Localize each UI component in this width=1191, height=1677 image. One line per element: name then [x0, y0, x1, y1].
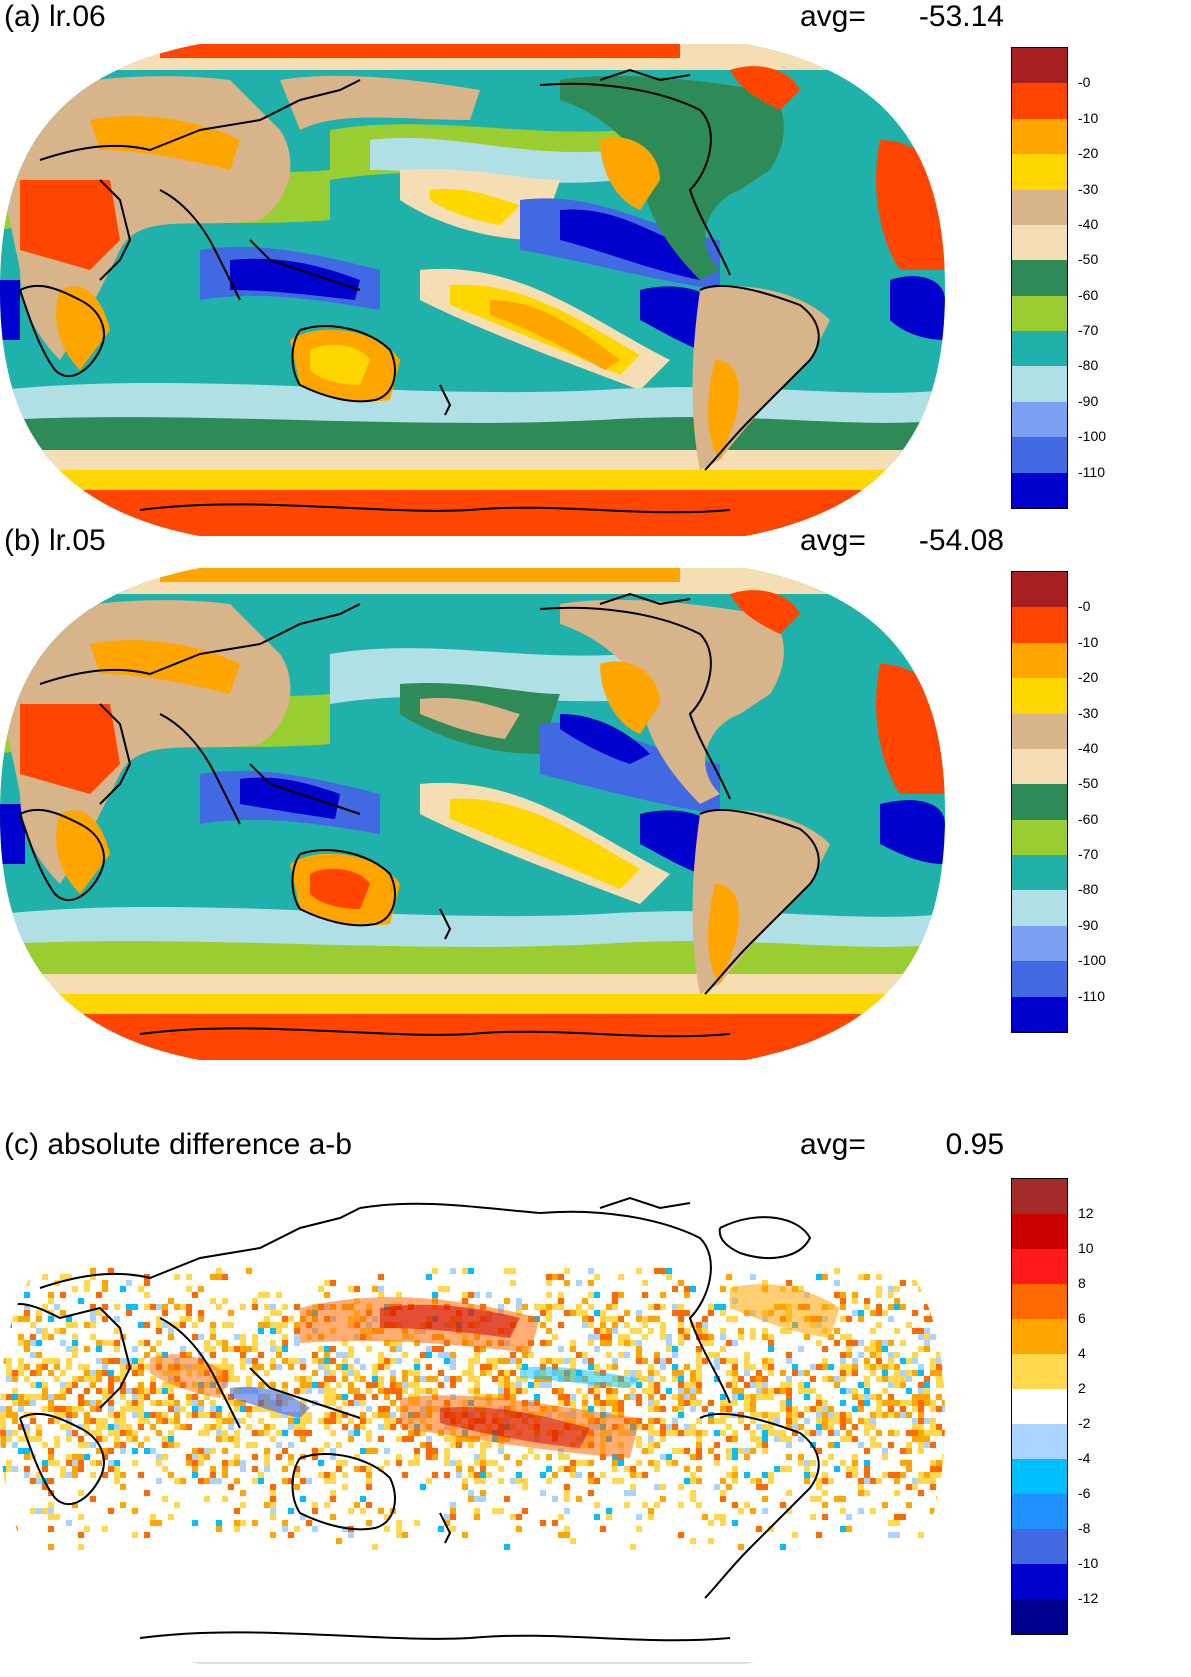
colorbar-tick-label: -20	[1078, 669, 1099, 686]
colorbar-c	[1011, 1178, 1068, 1635]
colorbar-tick-label: -110	[1078, 463, 1105, 480]
colorbar-swatch	[1012, 678, 1067, 714]
colorbar-tick-label: -60	[1078, 810, 1099, 827]
colorbar-swatch	[1012, 1354, 1067, 1389]
colorbar-tick-label: -50	[1078, 251, 1099, 268]
colorbar-tick-label: 4	[1078, 1345, 1086, 1361]
colorbar-swatch	[1012, 961, 1067, 997]
colorbar-tick-label: -100	[1078, 952, 1107, 969]
colorbar-swatch	[1012, 713, 1067, 749]
colorbar-swatch	[1012, 1249, 1067, 1284]
colorbar-swatch	[1012, 855, 1067, 891]
avg-label: avg=	[800, 1128, 866, 1161]
colorbar-tick-label: -80	[1078, 357, 1099, 374]
colorbar-tick-label: -90	[1078, 916, 1099, 933]
colorbar-swatch	[1012, 890, 1067, 926]
colorbar-tick-label: -0	[1078, 598, 1091, 615]
colorbar-tick-label: -50	[1078, 775, 1099, 792]
coastlines	[19, 68, 820, 514]
colorbar-tick-label: -30	[1078, 180, 1099, 197]
colorbar-swatch	[1012, 572, 1067, 608]
colorbar-swatch	[1012, 1424, 1067, 1459]
colorbar-swatch	[1012, 189, 1067, 225]
avg-label: avg=	[800, 0, 866, 33]
colorbar-swatch	[1012, 1214, 1067, 1249]
colorbar-swatch	[1012, 1529, 1067, 1564]
avg-label: avg=	[800, 524, 866, 557]
colorbar-swatch	[1012, 996, 1067, 1032]
colorbar-tick-label: -70	[1078, 846, 1099, 863]
colorbar-swatch	[1012, 607, 1067, 643]
colorbar-tick-label: 2	[1078, 1380, 1086, 1396]
colorbar-b	[1011, 571, 1068, 1033]
colorbar-swatch	[1012, 1389, 1067, 1424]
colorbar-tick-label: -20	[1078, 145, 1099, 162]
colorbar-swatch	[1012, 224, 1067, 261]
colorbar-swatch	[1012, 1599, 1067, 1634]
colorbar-tick-label: 6	[1078, 1310, 1086, 1326]
colorbar-tick-label: -110	[1078, 987, 1105, 1004]
colorbar-swatch	[1012, 1179, 1067, 1214]
colorbar-swatch	[1012, 1319, 1067, 1354]
colorbar-swatch	[1012, 295, 1067, 332]
colorbar-swatch	[1012, 1493, 1067, 1529]
panel-title: (c) absolute difference a-b	[4, 1128, 352, 1161]
colorbar-tick-label: -40	[1078, 739, 1099, 756]
colorbar-tick-label: -30	[1078, 704, 1099, 721]
colorbar-swatch	[1012, 154, 1067, 190]
colorbar-swatch	[1012, 118, 1067, 155]
colorbar-tick-label: -0	[1078, 74, 1091, 91]
colorbar-tick-labels: -0 -10 -20 -30 -40 -50 -60 -70 -80 -90 -100 -110	[1078, 47, 1138, 507]
colorbar-tick-label: -80	[1078, 881, 1099, 898]
colorbar-swatch	[1012, 48, 1067, 84]
colorbar-tick-label: -40	[1078, 215, 1099, 232]
colorbar-swatch	[1012, 1459, 1067, 1494]
colorbar-swatch	[1012, 1284, 1067, 1319]
panel-title: (a) lr.06	[4, 0, 106, 33]
colorbar-tick-label: -12	[1078, 1590, 1099, 1606]
colorbar-swatch	[1012, 925, 1067, 962]
colorbar-tick-label: -4	[1078, 1450, 1091, 1466]
colorbar-swatch	[1012, 748, 1067, 785]
colorbar-tick-label: -6	[1078, 1485, 1091, 1501]
colorbar-tick-label: -100	[1078, 428, 1107, 445]
coastlines	[19, 592, 820, 1038]
colorbar-tick-label: -10	[1078, 633, 1099, 650]
colorbar-tick-label: -60	[1078, 286, 1099, 303]
colorbar-tick-label: 10	[1078, 1240, 1094, 1256]
colorbar-tick-label: -10	[1078, 1555, 1099, 1571]
landmass-north-america	[560, 599, 784, 804]
colorbar-swatch	[1012, 260, 1067, 296]
colorbar-swatch	[1012, 366, 1067, 402]
colorbar-swatch	[1012, 331, 1067, 367]
map-a	[0, 44, 945, 536]
colorbar-swatch	[1012, 784, 1067, 820]
colorbar-tick-label: -90	[1078, 392, 1099, 409]
colorbar-swatch	[1012, 437, 1067, 473]
map-b	[0, 568, 945, 1060]
colorbar-swatch	[1012, 819, 1067, 856]
panel-b: (b) lr.05 avg= -54.08	[0, 524, 1191, 1069]
colorbar-tick-label: -2	[1078, 1415, 1091, 1431]
panel-a: (a) lr.06 avg= -53.14	[0, 0, 1191, 545]
colorbar-tick-label: 12	[1078, 1205, 1094, 1221]
panel-c: (c) absolute difference a-b avg= 0.95	[0, 1128, 1191, 1677]
colorbar-tick-label: -10	[1078, 109, 1099, 126]
colorbar-tick-label: 8	[1078, 1275, 1086, 1291]
colorbar-swatch	[1012, 401, 1067, 438]
colorbar-tick-labels: -0 -10 -20 -30 -40 -50 -60 -70 -80 -90 -100 -110	[1078, 571, 1138, 1031]
colorbar-tick-label: -8	[1078, 1520, 1091, 1536]
landmass-north-america	[560, 75, 784, 280]
panel-title: (b) lr.05	[4, 524, 106, 557]
colorbar-swatch	[1012, 83, 1067, 119]
colorbar-tick-label: -70	[1078, 322, 1099, 339]
map-c	[0, 1172, 945, 1664]
colorbar-a	[1011, 47, 1068, 509]
colorbar-swatch	[1012, 642, 1067, 679]
colorbar-swatch	[1012, 472, 1067, 508]
colorbar-swatch	[1012, 1564, 1067, 1599]
colorbar-tick-labels: 12 10 8 6 4 2 -2 -4 -6 -8 -10 -12	[1078, 1178, 1138, 1633]
